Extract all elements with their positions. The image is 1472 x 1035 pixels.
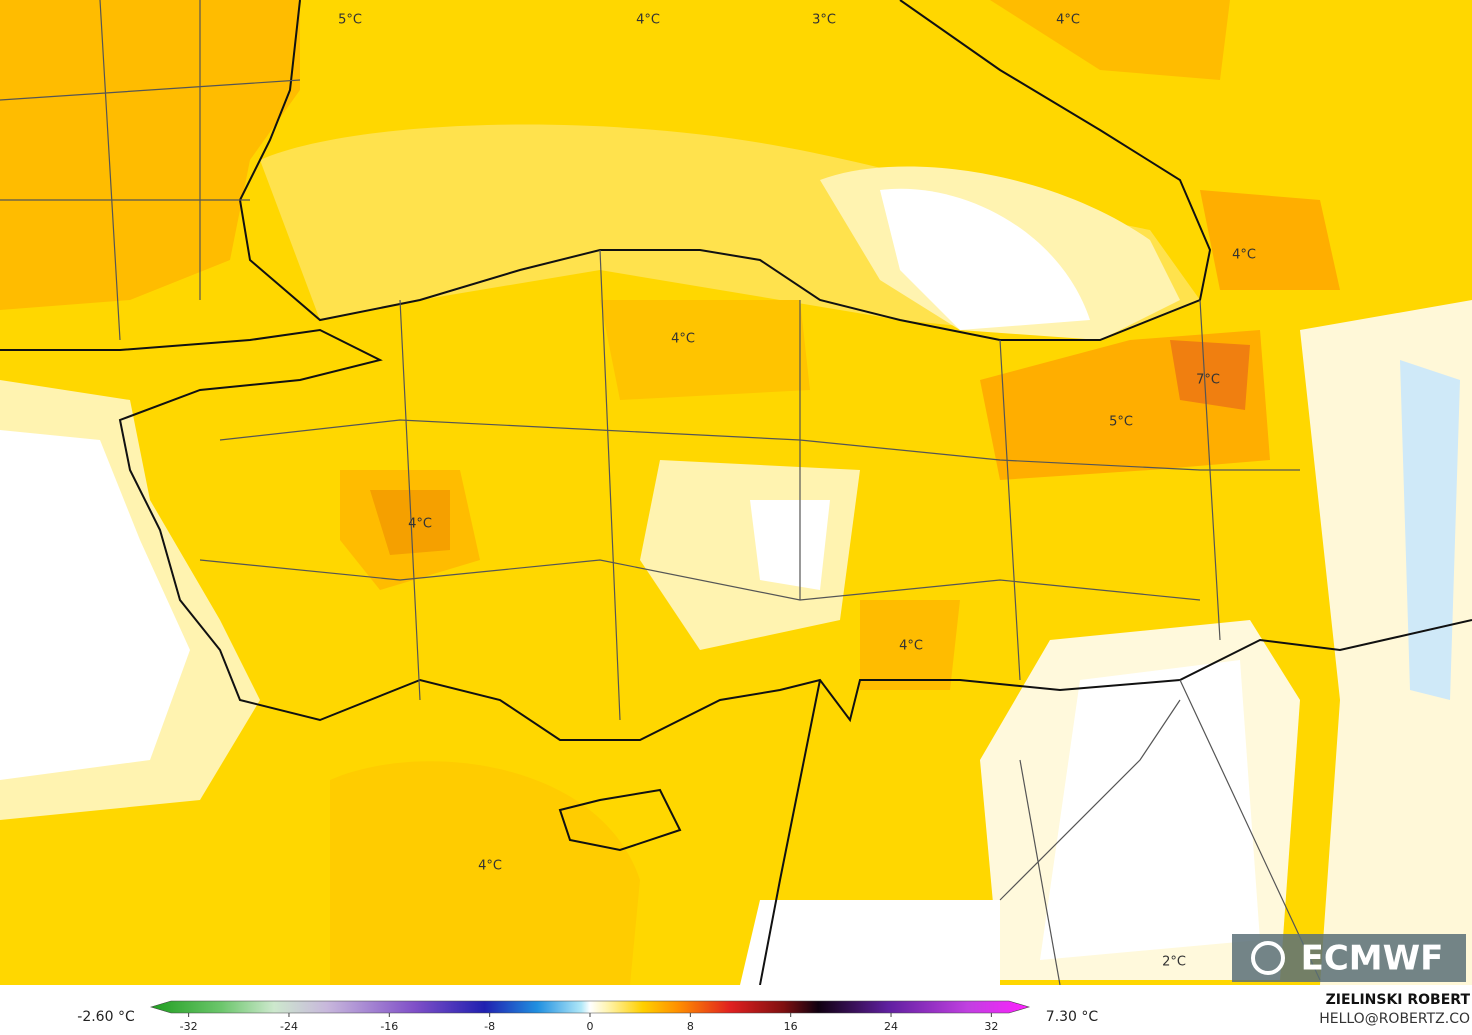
contour-label: 4°C [1056, 13, 1080, 28]
colorbar-tick-label: 16 [784, 1020, 798, 1033]
contour-label: 4°C [636, 13, 660, 28]
logo: ECMWF [1232, 934, 1466, 982]
colorbar-tick-label: -24 [280, 1020, 298, 1033]
colorbar-tick-label: -16 [380, 1020, 398, 1033]
contour-label: 4°C [671, 332, 695, 347]
contour-label: 4°C [1232, 248, 1256, 263]
temperature-field [0, 0, 1472, 985]
colorbar-tick-label: -8 [484, 1020, 495, 1033]
colorbar-tick-label: -32 [180, 1020, 198, 1033]
contour-label: 4°C [899, 639, 923, 654]
internal-borders [0, 0, 1321, 986]
contour-label: 5°C [338, 13, 362, 28]
colorbar-tick-label: 32 [984, 1020, 998, 1033]
contour-label: 4°C [408, 517, 432, 532]
contour-label: 2°C [1162, 955, 1186, 970]
boundaries [0, 0, 1472, 986]
contour-label: 5°C [1109, 415, 1133, 430]
contour-labels: 5°C 4°C 3°C 4°C 4°C 4°C 7°C 5°C 4°C 4°C 4°C 2°C [338, 13, 1256, 970]
contour-label: 3°C [812, 13, 836, 28]
colorbar-ticks: -32 -24 -16 -8 0 8 16 24 32 [180, 1013, 998, 1033]
colorbar-tick-label: 0 [587, 1020, 594, 1033]
contour-label: 7°C [1196, 373, 1220, 388]
colorbar [149, 1000, 1031, 1014]
contour-label: 4°C [478, 859, 502, 874]
colorbar-max-label: 7.30 °C [1046, 1009, 1099, 1025]
colorbar-tick-label: 24 [884, 1020, 898, 1033]
colorbar-min-label: -2.60 °C [77, 1009, 135, 1025]
contact: HELLO@ROBERTZ.CO [1319, 1011, 1470, 1027]
logo-text: ECMWF [1301, 939, 1444, 979]
colorbar-tick-label: 8 [687, 1020, 694, 1033]
author: ZIELINSKI ROBERT [1326, 992, 1471, 1008]
